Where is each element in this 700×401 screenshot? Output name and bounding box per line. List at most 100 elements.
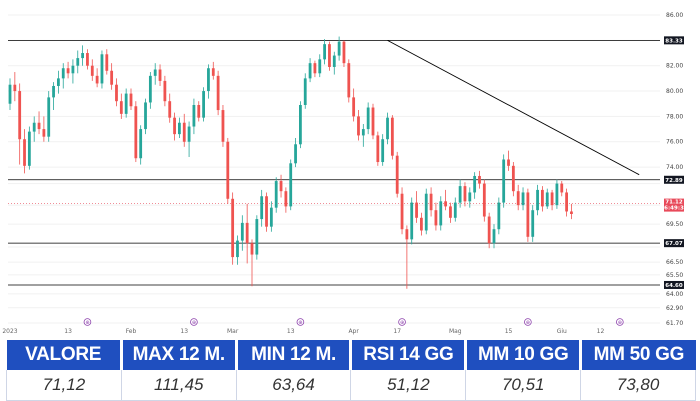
level-tag bbox=[664, 280, 684, 289]
candle bbox=[429, 187, 433, 217]
candle bbox=[221, 104, 225, 147]
candle bbox=[453, 197, 457, 222]
candle bbox=[337, 36, 341, 61]
event-marker-icon[interactable]: ⊕ bbox=[190, 318, 198, 326]
candle bbox=[313, 60, 317, 78]
candle bbox=[405, 225, 409, 289]
candle bbox=[187, 121, 191, 157]
candle bbox=[173, 112, 176, 141]
candle bbox=[163, 75, 167, 107]
y-tick-label: 74.00 bbox=[666, 164, 683, 171]
candle bbox=[386, 112, 389, 145]
candle bbox=[361, 124, 365, 147]
svg-text:⊕: ⊕ bbox=[400, 320, 404, 326]
header-rsi-14gg: RSI 14 GG bbox=[350, 340, 468, 370]
header-min-12m: MIN 12 M. bbox=[236, 340, 353, 370]
x-tick-label: Apr bbox=[348, 328, 359, 335]
event-marker-icon[interactable]: ⊕ bbox=[83, 318, 92, 326]
candle bbox=[458, 179, 462, 208]
y-tick-label: 64.00 bbox=[666, 291, 683, 298]
y-tick-label: 76.00 bbox=[666, 139, 683, 146]
candle bbox=[23, 129, 26, 174]
value-valore: 71,12 bbox=[6, 370, 122, 401]
candle bbox=[95, 68, 99, 88]
y-tick-label: 69.50 bbox=[666, 221, 683, 228]
candle bbox=[153, 63, 157, 85]
candle bbox=[395, 151, 399, 198]
candle bbox=[279, 174, 283, 198]
event-marker-icon[interactable]: ⊕ bbox=[524, 318, 532, 326]
candle bbox=[516, 184, 520, 211]
candle bbox=[439, 196, 443, 231]
y-tick-label: 66.50 bbox=[666, 259, 683, 266]
level-label: 67.07 bbox=[665, 241, 683, 247]
candle bbox=[129, 88, 133, 111]
candle bbox=[250, 239, 254, 287]
candle bbox=[265, 192, 268, 232]
event-marker-icon[interactable]: ⊕ bbox=[616, 318, 624, 326]
candle bbox=[18, 83, 22, 165]
x-tick-label: 12 bbox=[597, 328, 605, 335]
candle bbox=[424, 188, 428, 235]
candle bbox=[76, 50, 80, 74]
x-tick-label: 15 bbox=[505, 328, 513, 335]
candle bbox=[105, 49, 109, 75]
x-axis: 2023 13 Feb 13 Mar 13 Apr 17 Mag 15 Giu 12 bbox=[2, 328, 604, 335]
candle bbox=[531, 205, 535, 242]
candle bbox=[284, 187, 288, 213]
candle bbox=[260, 189, 264, 227]
x-tick-label: 13 bbox=[64, 328, 72, 335]
x-tick-label: 13 bbox=[287, 328, 295, 335]
candle bbox=[444, 189, 447, 211]
candle bbox=[42, 116, 46, 142]
candle bbox=[231, 192, 235, 265]
level-label: 72.89 bbox=[665, 178, 683, 184]
candle bbox=[144, 98, 147, 135]
candle bbox=[492, 224, 496, 249]
header-mm-50gg: MM 50 GG bbox=[580, 340, 696, 370]
candle bbox=[560, 181, 564, 197]
candle bbox=[332, 51, 336, 75]
candle bbox=[308, 58, 312, 83]
candle bbox=[323, 39, 326, 65]
candle bbox=[8, 78, 12, 111]
candle bbox=[197, 101, 201, 122]
x-tick-label: Giu bbox=[557, 328, 567, 335]
price-time: 16:49:30 bbox=[660, 206, 688, 212]
candle bbox=[357, 110, 360, 141]
candle bbox=[371, 103, 375, 140]
candle bbox=[463, 182, 467, 207]
svg-text:⊕: ⊕ bbox=[85, 320, 89, 326]
candle bbox=[381, 134, 385, 166]
candle bbox=[100, 50, 104, 89]
event-marker-icon[interactable]: ⊕ bbox=[398, 318, 406, 326]
y-tick-label: 65.50 bbox=[666, 272, 683, 279]
svg-text:⊕: ⊕ bbox=[618, 320, 622, 326]
x-tick-label: Mag bbox=[449, 328, 462, 335]
candle bbox=[240, 215, 244, 251]
candle bbox=[390, 115, 394, 160]
value-mm-10gg: 70,51 bbox=[465, 370, 582, 401]
candle bbox=[134, 101, 138, 163]
price-label: 71.12 bbox=[665, 200, 683, 206]
candle bbox=[545, 188, 549, 209]
stats-table: VALORE MAX 12 M. MIN 12 M. RSI 14 GG MM … bbox=[6, 340, 696, 401]
candle bbox=[90, 59, 94, 81]
header-mm-10gg: MM 10 GG bbox=[465, 340, 583, 370]
value-mm-50gg: 73,80 bbox=[580, 370, 696, 401]
x-tick-label: Feb bbox=[126, 328, 137, 335]
event-marker-icon[interactable]: ⊕ bbox=[296, 318, 305, 326]
candle bbox=[507, 150, 510, 171]
candle bbox=[303, 73, 307, 109]
candle bbox=[207, 64, 210, 99]
candles bbox=[8, 36, 573, 289]
candle bbox=[352, 88, 356, 122]
candle bbox=[541, 186, 544, 212]
candle bbox=[182, 113, 186, 147]
x-tick-label: 17 bbox=[393, 328, 401, 335]
candle bbox=[511, 162, 515, 197]
candle bbox=[482, 179, 486, 222]
candle bbox=[555, 179, 559, 209]
candle bbox=[269, 201, 273, 232]
